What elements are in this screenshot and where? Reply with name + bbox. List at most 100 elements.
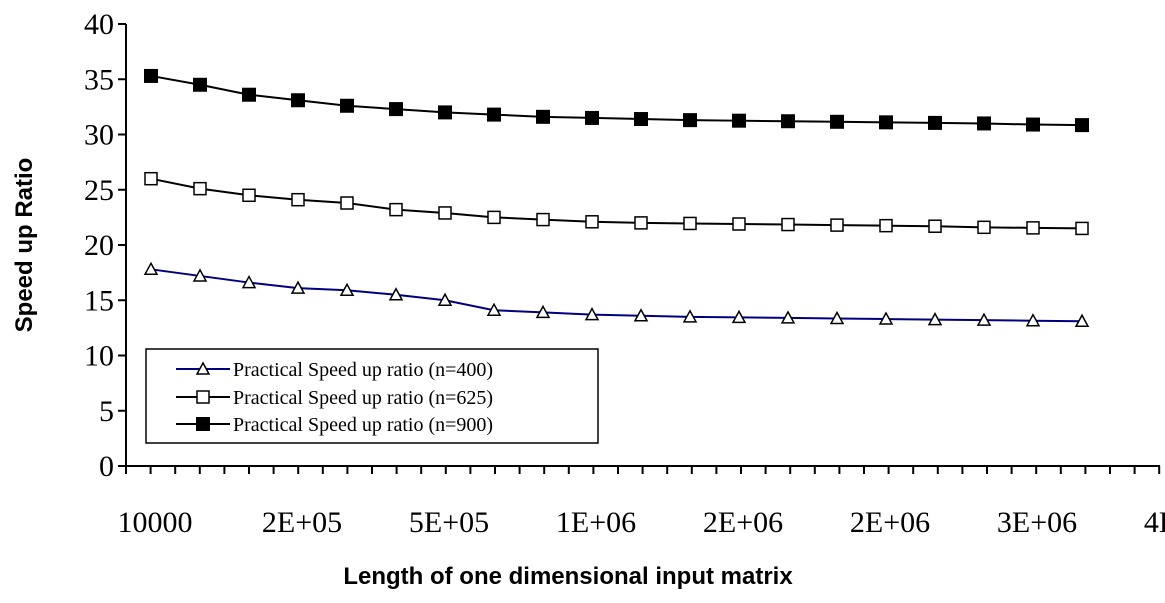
data-point [927, 312, 943, 326]
data-point [732, 113, 746, 128]
data-point [682, 309, 698, 323]
x-tick-label: 2E+06 [850, 506, 930, 539]
data-point [193, 77, 207, 92]
x-tick-label: 10000 [118, 506, 193, 539]
series-0 [143, 261, 1090, 327]
data-point [830, 114, 844, 129]
data-point [192, 268, 208, 282]
data-point [437, 292, 453, 306]
data-point [486, 302, 502, 316]
data-point [976, 312, 992, 326]
y-tick-label: 40 [84, 8, 114, 41]
data-point [977, 116, 991, 131]
data-point [535, 304, 551, 319]
series-layer [143, 68, 1090, 327]
y-tick-labels: 0 5 10 15 20 25 30 35 40 [84, 8, 114, 483]
y-tick-label: 5 [99, 395, 114, 428]
legend-marker [195, 361, 211, 375]
data-point [339, 282, 355, 297]
data-point [1075, 221, 1089, 236]
data-point [340, 196, 354, 210]
data-point [487, 107, 501, 122]
data-point [1026, 221, 1040, 235]
legend-label-n400: Practical Speed up ratio (n=400) [233, 359, 493, 381]
legend-entry-n625: Practical Speed up ratio (n=625) [176, 387, 493, 409]
data-point [144, 171, 158, 186]
legend-entry-n900: Practical Speed up ratio (n=900) [176, 414, 493, 436]
y-tick-label: 20 [84, 229, 114, 262]
series-2 [144, 68, 1089, 133]
data-point [634, 112, 648, 127]
data-point [585, 215, 599, 229]
x-ticks [125, 466, 1161, 474]
y-ticks [118, 23, 126, 467]
data-point [977, 220, 991, 235]
data-point [242, 188, 256, 203]
data-point [928, 219, 942, 233]
data-point [879, 218, 893, 233]
data-point [781, 217, 795, 232]
series-1 [144, 171, 1089, 236]
legend-entry-n400: Practical Speed up ratio (n=400) [176, 359, 493, 381]
data-point [878, 311, 894, 325]
x-axis-title: Length of one dimensional input matrix [343, 563, 793, 590]
x-tick-label: 5E+05 [409, 506, 489, 539]
data-point [536, 109, 550, 124]
legend: Practical Speed up ratio (n=400) Practic… [145, 348, 599, 444]
data-point [290, 280, 306, 294]
data-point [731, 309, 747, 324]
data-point [634, 216, 648, 230]
data-point [193, 181, 207, 196]
x-tick-label: 2E+06 [703, 506, 783, 539]
data-point [389, 102, 403, 117]
x-tick-label: 3E+06 [997, 506, 1077, 539]
x-tick-label: 1E+06 [556, 506, 636, 539]
data-point [732, 217, 746, 231]
y-tick-label: 25 [84, 174, 114, 207]
data-point [781, 114, 795, 129]
data-point [438, 206, 452, 220]
legend-label-n625: Practical Speed up ratio (n=625) [233, 387, 493, 409]
data-point [438, 105, 452, 120]
data-point [829, 310, 845, 325]
data-point [291, 93, 305, 108]
data-point [928, 115, 942, 130]
series-line [150, 177, 1083, 230]
legend-marker-n900 [196, 417, 210, 431]
legend-marker-n625 [196, 390, 210, 404]
data-point [830, 218, 844, 232]
data-point [1025, 313, 1041, 327]
y-tick-label: 30 [84, 119, 114, 152]
data-point [144, 68, 158, 83]
data-point [683, 113, 697, 128]
y-axis-title: Speed up Ratio [11, 158, 38, 333]
legend-marker [196, 417, 210, 431]
series-line [150, 74, 1083, 127]
data-point [1026, 117, 1040, 132]
y-tick-label: 0 [99, 450, 114, 483]
series-line [150, 268, 1083, 323]
data-point [1074, 313, 1090, 327]
data-point [683, 216, 697, 231]
y-tick-label: 10 [84, 340, 114, 373]
legend-label-n900: Practical Speed up ratio (n=900) [233, 414, 493, 436]
data-point [340, 98, 354, 113]
data-point [241, 275, 257, 289]
x-tick-label: 2E+05 [262, 506, 342, 539]
y-tick-label: 15 [84, 284, 114, 317]
data-point [389, 202, 403, 217]
data-point [143, 261, 159, 276]
data-point [780, 310, 796, 324]
y-tick-label: 35 [84, 63, 114, 96]
legend-marker [196, 390, 210, 404]
data-point [585, 110, 599, 125]
data-point [242, 87, 256, 102]
data-point [291, 192, 305, 207]
data-point [1075, 118, 1089, 133]
data-point [584, 307, 600, 321]
data-point [388, 287, 404, 301]
legend-marker-n400 [195, 361, 211, 375]
data-point [487, 210, 501, 225]
data-point [879, 115, 893, 130]
